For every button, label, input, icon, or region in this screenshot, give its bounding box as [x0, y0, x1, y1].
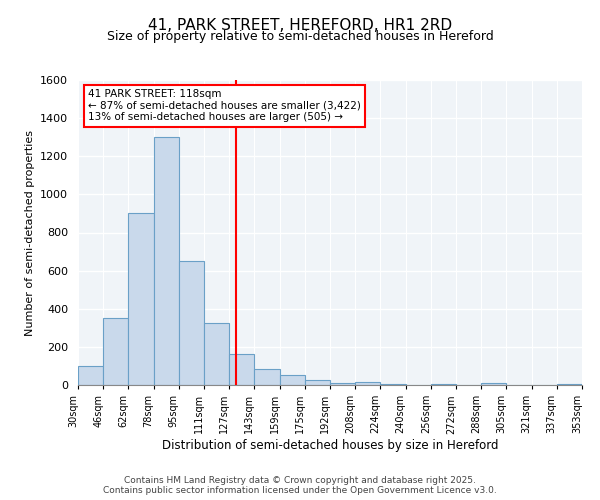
Text: Size of property relative to semi-detached houses in Hereford: Size of property relative to semi-detach… — [107, 30, 493, 43]
Bar — [204, 323, 229, 385]
Bar — [78, 366, 103, 385]
Bar — [305, 380, 330, 385]
Text: Contains HM Land Registry data © Crown copyright and database right 2025.
Contai: Contains HM Land Registry data © Crown c… — [103, 476, 497, 495]
Bar — [179, 261, 204, 385]
Bar — [229, 354, 254, 385]
Bar — [330, 383, 355, 385]
Bar — [380, 384, 406, 385]
Bar — [431, 384, 456, 385]
Bar — [254, 369, 280, 385]
X-axis label: Distribution of semi-detached houses by size in Hereford: Distribution of semi-detached houses by … — [162, 439, 498, 452]
Bar — [128, 214, 154, 385]
Bar — [557, 384, 582, 385]
Y-axis label: Number of semi-detached properties: Number of semi-detached properties — [25, 130, 35, 336]
Bar — [280, 376, 305, 385]
Text: 41 PARK STREET: 118sqm
← 87% of semi-detached houses are smaller (3,422)
13% of : 41 PARK STREET: 118sqm ← 87% of semi-det… — [88, 89, 361, 122]
Bar — [481, 383, 506, 385]
Bar — [154, 137, 179, 385]
Text: 41, PARK STREET, HEREFORD, HR1 2RD: 41, PARK STREET, HEREFORD, HR1 2RD — [148, 18, 452, 32]
Bar — [103, 318, 128, 385]
Bar — [355, 382, 380, 385]
